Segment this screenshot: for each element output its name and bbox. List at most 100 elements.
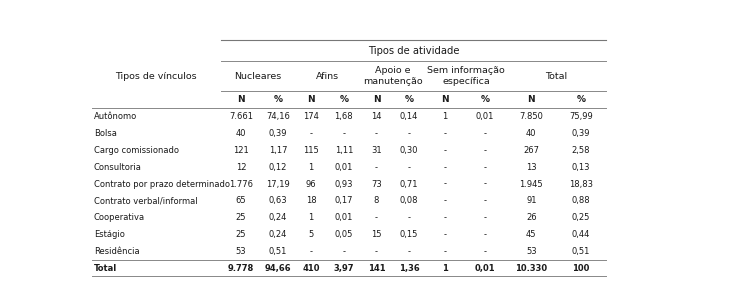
Text: 1,11: 1,11 (335, 146, 353, 155)
Text: -: - (342, 129, 345, 138)
Text: 1: 1 (309, 213, 314, 222)
Text: 73: 73 (371, 179, 382, 189)
Text: 26: 26 (526, 213, 537, 222)
Text: 100: 100 (572, 263, 590, 273)
Text: 0,51: 0,51 (269, 247, 287, 256)
Text: 1: 1 (442, 112, 447, 121)
Text: -: - (309, 129, 313, 138)
Text: N: N (441, 95, 449, 104)
Text: -: - (375, 213, 378, 222)
Text: Total: Total (545, 72, 567, 81)
Text: 18,83: 18,83 (569, 179, 593, 189)
Text: Total: Total (94, 263, 117, 273)
Text: 2,58: 2,58 (572, 146, 590, 155)
Text: 96: 96 (306, 179, 317, 189)
Text: 7.850: 7.850 (520, 112, 543, 121)
Text: 53: 53 (236, 247, 246, 256)
Text: -: - (309, 247, 313, 256)
Text: 410: 410 (303, 263, 320, 273)
Text: 0,13: 0,13 (572, 163, 590, 172)
Text: -: - (375, 247, 378, 256)
Text: 3,97: 3,97 (334, 263, 354, 273)
Text: -: - (408, 129, 410, 138)
Text: 65: 65 (236, 196, 246, 205)
Text: Consultoria: Consultoria (94, 163, 141, 172)
Text: 267: 267 (523, 146, 539, 155)
Text: 0,71: 0,71 (400, 179, 419, 189)
Text: 15: 15 (372, 230, 382, 239)
Text: 0,39: 0,39 (572, 129, 590, 138)
Text: N: N (237, 95, 245, 104)
Text: 0,24: 0,24 (269, 230, 287, 239)
Text: 53: 53 (526, 247, 537, 256)
Text: -: - (484, 196, 487, 205)
Text: 0,14: 0,14 (400, 112, 419, 121)
Text: 91: 91 (526, 196, 537, 205)
Text: 1: 1 (309, 163, 314, 172)
Text: 17,19: 17,19 (266, 179, 290, 189)
Text: -: - (375, 129, 378, 138)
Text: -: - (443, 230, 446, 239)
Text: 9.778: 9.778 (228, 263, 254, 273)
Text: 94,66: 94,66 (265, 263, 291, 273)
Text: -: - (443, 146, 446, 155)
Text: Bolsa: Bolsa (94, 129, 117, 138)
Text: Tipos de vínculos: Tipos de vínculos (116, 72, 197, 81)
Text: 115: 115 (303, 146, 319, 155)
Text: 74,16: 74,16 (266, 112, 290, 121)
Text: -: - (443, 129, 446, 138)
Text: 7.661: 7.661 (229, 112, 253, 121)
Text: 40: 40 (526, 129, 537, 138)
Text: 1.776: 1.776 (229, 179, 253, 189)
Text: %: % (339, 95, 348, 104)
Text: Nucleares: Nucleares (235, 72, 281, 81)
Text: -: - (443, 213, 446, 222)
Text: 0,44: 0,44 (572, 230, 590, 239)
Text: Cooperativa: Cooperativa (94, 213, 145, 222)
Text: 121: 121 (233, 146, 249, 155)
Text: Contrato por prazo determinado: Contrato por prazo determinado (94, 179, 230, 189)
Text: 0,15: 0,15 (400, 230, 419, 239)
Text: -: - (484, 213, 487, 222)
Text: 25: 25 (236, 213, 246, 222)
Text: %: % (405, 95, 413, 104)
Text: 0,01: 0,01 (335, 163, 353, 172)
Text: 0,01: 0,01 (335, 213, 353, 222)
Text: 13: 13 (526, 163, 537, 172)
Text: -: - (342, 247, 345, 256)
Text: Cargo comissionado: Cargo comissionado (94, 146, 179, 155)
Text: 0,08: 0,08 (400, 196, 419, 205)
Text: Estágio: Estágio (94, 230, 125, 239)
Text: 14: 14 (372, 112, 382, 121)
Text: 0,63: 0,63 (268, 196, 287, 205)
Text: -: - (443, 196, 446, 205)
Text: Apoio e
manutenção: Apoio e manutenção (363, 66, 423, 86)
Text: 0,51: 0,51 (572, 247, 590, 256)
Text: 5: 5 (309, 230, 314, 239)
Text: Contrato verbal/informal: Contrato verbal/informal (94, 196, 197, 205)
Text: 18: 18 (306, 196, 317, 205)
Text: 25: 25 (236, 230, 246, 239)
Text: Autônomo: Autônomo (94, 112, 137, 121)
Text: -: - (408, 213, 410, 222)
Text: -: - (375, 163, 378, 172)
Text: -: - (484, 179, 487, 189)
Text: Residência: Residência (94, 247, 139, 256)
Text: -: - (484, 163, 487, 172)
Text: 0,12: 0,12 (269, 163, 287, 172)
Text: 10.330: 10.330 (515, 263, 548, 273)
Text: %: % (577, 95, 586, 104)
Text: 1,68: 1,68 (334, 112, 353, 121)
Text: -: - (443, 163, 446, 172)
Text: 0,25: 0,25 (572, 213, 590, 222)
Text: 1.945: 1.945 (520, 179, 543, 189)
Text: 0,01: 0,01 (476, 112, 494, 121)
Text: 31: 31 (371, 146, 382, 155)
Text: 40: 40 (236, 129, 246, 138)
Text: %: % (481, 95, 490, 104)
Text: N: N (372, 95, 380, 104)
Text: 75,99: 75,99 (569, 112, 593, 121)
Text: Sem informação
específica: Sem informação específica (427, 66, 505, 86)
Text: 8: 8 (374, 196, 379, 205)
Text: -: - (484, 247, 487, 256)
